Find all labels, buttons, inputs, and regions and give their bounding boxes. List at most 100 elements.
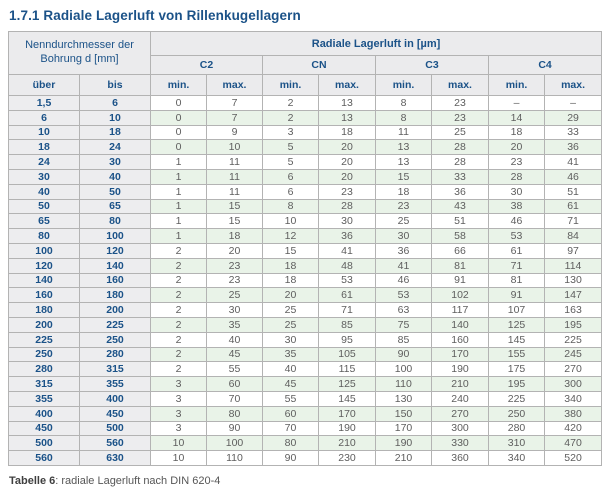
clearance-value-cell: 23 (488, 154, 545, 170)
table-row: 250 280 2 45 35 105 90 170 155 245 (8, 346, 603, 363)
clearance-value-cell: 195 (543, 316, 603, 333)
page-title: 1.7.1 Radiale Lagerluft von Rillenkugell… (9, 8, 301, 23)
group-header-c3: C3 (375, 55, 489, 75)
clearance-value-cell: 6 (262, 168, 319, 185)
clearance-value-cell: 71 (488, 257, 545, 274)
bore-to-cell: 200 (79, 302, 151, 318)
clearance-value-cell: 13 (375, 139, 432, 156)
clearance-value-cell: 36 (375, 242, 432, 259)
clearance-value-cell: 1 (150, 213, 207, 230)
col-header-max: max. (431, 74, 489, 96)
bore-diameter-header: Nenndurchmesser der Bohrung d [mm] (8, 31, 151, 75)
clearance-value-cell: 29 (543, 109, 603, 126)
clearance-value-cell: 25 (375, 213, 432, 230)
bore-over-cell: 24 (8, 154, 80, 170)
bore-to-cell: 100 (79, 228, 151, 244)
clearance-value-cell: 310 (488, 435, 545, 452)
clearance-value-cell: 18 (262, 272, 319, 289)
clearance-value-cell: 2 (150, 242, 207, 259)
bore-to-cell: 6 (79, 95, 151, 111)
clearance-value-cell: 45 (206, 346, 263, 363)
table-row: 80 100 1 18 12 36 30 58 53 84 (8, 228, 603, 244)
clearance-value-cell: 20 (206, 242, 263, 259)
table-row: 10 18 0 9 3 18 11 25 18 33 (8, 124, 603, 141)
clearance-value-cell: 97 (543, 242, 603, 259)
clearance-value-cell: 170 (318, 405, 376, 422)
clearance-value-cell: 130 (375, 390, 432, 407)
clearance-value-cell: 3 (262, 124, 319, 141)
clearance-value-cell: 190 (318, 420, 376, 437)
clearance-value-cell: 190 (431, 361, 489, 378)
table-header: Nenndurchmesser der Bohrung d [mm] Radia… (8, 31, 603, 96)
clearance-value-cell: 1 (150, 183, 207, 200)
bore-to-cell: 80 (79, 213, 151, 230)
clearance-value-cell: 20 (318, 154, 376, 170)
clearance-value-cell: 53 (375, 287, 432, 304)
col-header-min: min. (375, 74, 432, 96)
clearance-value-cell: 61 (488, 242, 545, 259)
clearance-value-cell: 3 (150, 376, 207, 392)
table-row: 200 225 2 35 25 85 75 140 125 195 (8, 316, 603, 333)
clearance-value-cell: – (543, 95, 603, 111)
clearance-value-cell: 40 (262, 361, 319, 378)
bore-to-cell: 50 (79, 183, 151, 200)
clearance-value-cell: 36 (543, 139, 603, 156)
col-header-min: min. (488, 74, 545, 96)
clearance-value-cell: 8 (375, 109, 432, 126)
bore-to-cell: 315 (79, 361, 151, 378)
bore-to-cell: 40 (79, 168, 151, 185)
clearance-value-cell: 2 (262, 95, 319, 111)
clearance-value-cell: 13 (318, 109, 376, 126)
clearance-value-cell: 18 (206, 228, 263, 244)
col-header-max: max. (543, 74, 603, 96)
table-row: 500 560 10 100 80 210 190 330 310 470 (8, 435, 603, 452)
clearance-value-cell: 18 (488, 124, 545, 141)
bore-to-cell: 250 (79, 331, 151, 348)
clearance-value-cell: 15 (206, 213, 263, 230)
clearance-value-cell: 90 (206, 420, 263, 437)
clearance-value-cell: 41 (543, 154, 603, 170)
clearance-value-cell: 15 (375, 168, 432, 185)
clearance-value-cell: 8 (375, 95, 432, 111)
clearance-value-cell: 1 (150, 228, 207, 244)
clearance-value-cell: 170 (375, 420, 432, 437)
clearance-value-cell: 114 (543, 257, 603, 274)
clearance-value-cell: 270 (431, 405, 489, 422)
clearance-value-cell: 84 (543, 228, 603, 244)
clearance-value-cell: 420 (543, 420, 603, 437)
clearance-value-cell: 81 (488, 272, 545, 289)
table-caption: Tabelle 6: radiale Lagerluft nach DIN 62… (9, 475, 602, 487)
bore-to-cell: 24 (79, 139, 151, 156)
clearance-value-cell: 10 (262, 213, 319, 230)
clearance-value-cell: 195 (488, 376, 545, 392)
table-row: 30 40 1 11 6 20 15 33 28 46 (8, 168, 603, 185)
table-row: 120 140 2 23 18 48 41 81 71 114 (8, 257, 603, 274)
clearance-value-cell: 53 (488, 228, 545, 244)
clearance-value-cell: 360 (431, 450, 489, 466)
bore-over-cell: 10 (8, 124, 80, 141)
clearance-value-cell: 30 (206, 302, 263, 318)
bore-over-cell: 250 (8, 346, 80, 363)
clearance-value-cell: 30 (262, 331, 319, 348)
table-row: 18 24 0 10 5 20 13 28 20 36 (8, 139, 603, 156)
clearance-value-cell: 23 (206, 272, 263, 289)
clearance-value-cell: 145 (488, 331, 545, 348)
table-body: 1,5 6 0 7 2 13 8 23– –6 10 0 7 2 13 8 23 14 29 10 18 0 9 3 18 11… (8, 95, 603, 466)
clearance-value-cell: 5 (262, 154, 319, 170)
clearance-value-cell: 100 (375, 361, 432, 378)
col-header-over: über (8, 74, 80, 96)
clearance-value-cell: 9 (206, 124, 263, 141)
clearance-value-cell: 60 (262, 405, 319, 422)
clearance-value-cell: 51 (431, 213, 489, 230)
header-row-top: Nenndurchmesser der Bohrung d [mm] Radia… (8, 31, 603, 75)
clearance-value-cell: 380 (543, 405, 603, 422)
clearance-value-cell: 1 (150, 198, 207, 215)
clearance-value-cell: 36 (431, 183, 489, 200)
clearance-value-cell: 5 (262, 139, 319, 156)
clearance-value-cell: 25 (206, 287, 263, 304)
clearance-value-cell: 20 (318, 139, 376, 156)
clearance-value-cell: 155 (488, 346, 545, 363)
clearance-value-cell: 20 (262, 287, 319, 304)
clearance-value-cell: 170 (431, 346, 489, 363)
